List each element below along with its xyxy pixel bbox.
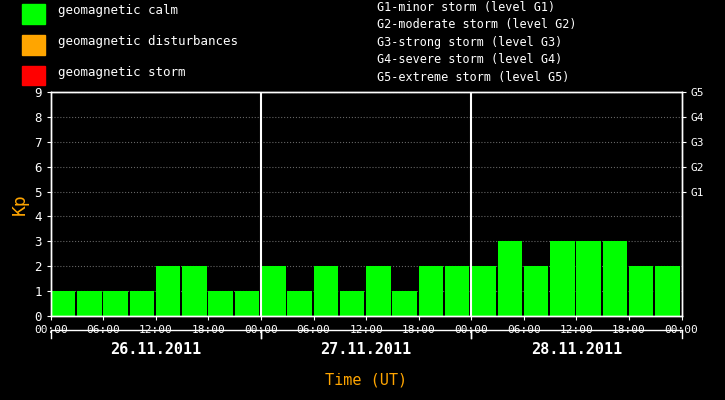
Bar (550, 241, 575, 316)
Bar (103, 291, 128, 316)
Text: G1-minor storm (level G1): G1-minor storm (level G1) (377, 0, 555, 14)
Bar (629, 266, 653, 316)
Text: 28.11.2011: 28.11.2011 (531, 342, 622, 357)
Bar (523, 266, 548, 316)
Text: G5-extreme storm (level G5): G5-extreme storm (level G5) (377, 71, 569, 84)
Bar (602, 241, 627, 316)
Text: G2-moderate storm (level G2): G2-moderate storm (level G2) (377, 18, 576, 31)
Bar (22, 4, 45, 24)
Text: 26.11.2011: 26.11.2011 (110, 342, 202, 357)
Text: geomagnetic disturbances: geomagnetic disturbances (58, 35, 238, 48)
Bar (313, 266, 338, 316)
Bar (22, 35, 45, 54)
Bar (51, 291, 75, 316)
Bar (497, 241, 522, 316)
Bar (418, 266, 443, 316)
Text: Time (UT): Time (UT) (325, 372, 407, 388)
Text: geomagnetic storm: geomagnetic storm (58, 66, 186, 79)
Bar (235, 291, 260, 316)
Bar (366, 266, 391, 316)
Bar (209, 291, 233, 316)
Text: 27.11.2011: 27.11.2011 (320, 342, 412, 357)
Text: geomagnetic calm: geomagnetic calm (58, 4, 178, 17)
Bar (261, 266, 286, 316)
Bar (655, 266, 680, 316)
Bar (77, 291, 102, 316)
Bar (156, 266, 181, 316)
Bar (576, 241, 601, 316)
Text: G4-severe storm (level G4): G4-severe storm (level G4) (377, 53, 563, 66)
Bar (130, 291, 154, 316)
Y-axis label: Kp: Kp (11, 193, 29, 215)
Bar (392, 291, 417, 316)
Bar (340, 291, 365, 316)
Bar (471, 266, 496, 316)
Bar (22, 66, 45, 85)
Bar (287, 291, 312, 316)
Text: G3-strong storm (level G3): G3-strong storm (level G3) (377, 36, 563, 49)
Bar (182, 266, 207, 316)
Bar (445, 266, 470, 316)
